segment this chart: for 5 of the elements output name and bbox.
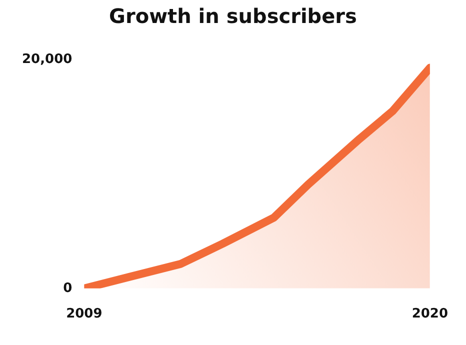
x-tick-label: 2020 (412, 306, 448, 322)
chart-title: Growth in subscribers (108, 4, 358, 28)
y-tick-label: 20,000 (22, 52, 72, 68)
y-tick-label: 0 (63, 280, 72, 296)
x-tick-label: 2009 (66, 306, 102, 322)
